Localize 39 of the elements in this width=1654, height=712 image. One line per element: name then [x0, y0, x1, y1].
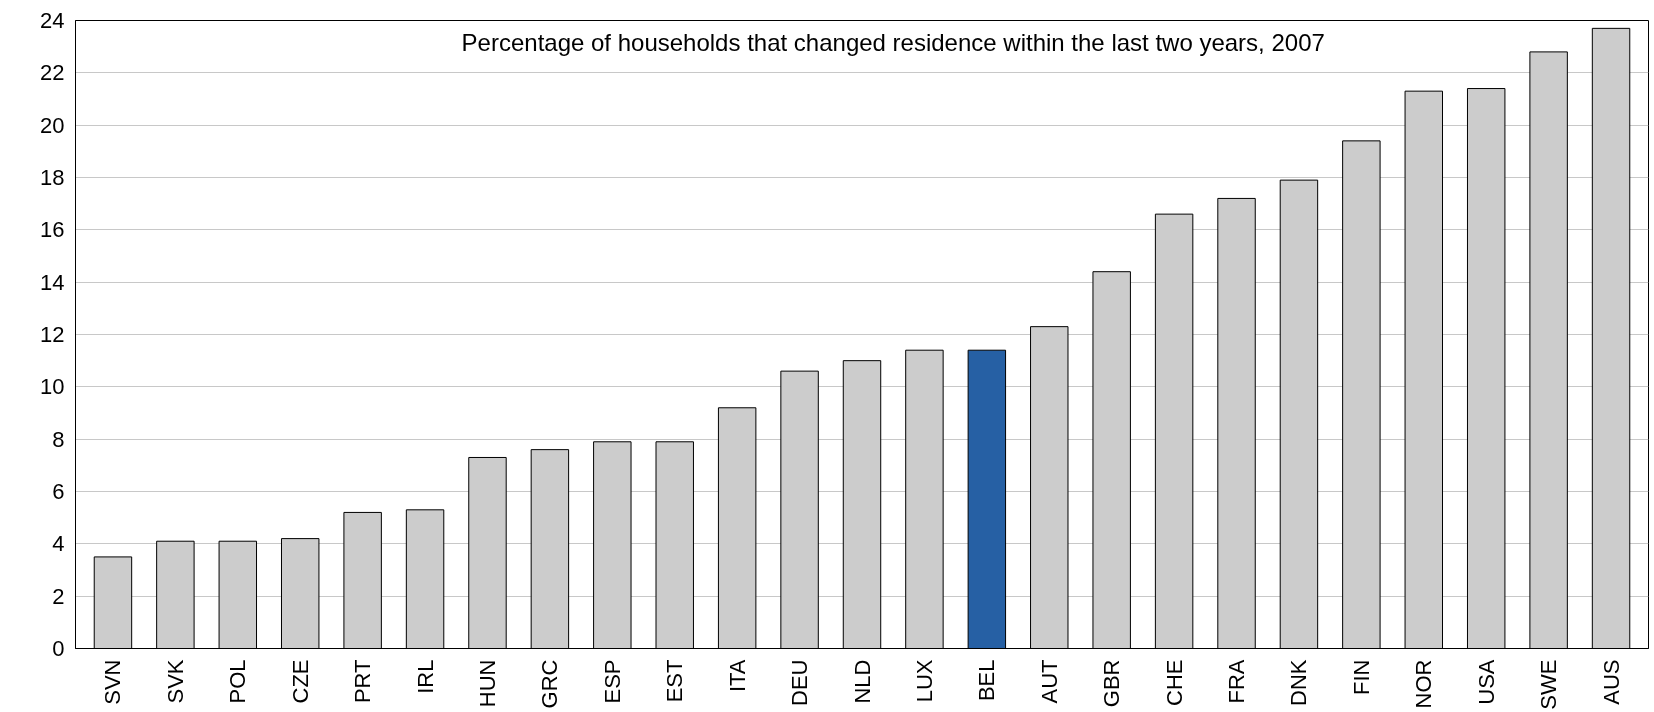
y-tick-label: 18: [40, 165, 65, 190]
x-tick-label: SWE: [1536, 659, 1562, 710]
x-tick-label: NLD: [849, 659, 875, 704]
x-tick-label: USA: [1473, 659, 1499, 705]
y-tick-label: 24: [40, 8, 65, 33]
x-tick-label: POL: [225, 659, 251, 704]
x-tick-label: FRA: [1224, 659, 1250, 704]
x-tick-label: DEU: [787, 659, 813, 706]
x-tick-label: ESP: [599, 659, 625, 704]
x-tick-label: BEL: [974, 659, 1000, 702]
x-tick-label: NOR: [1411, 659, 1437, 709]
y-tick-label: 0: [52, 636, 65, 661]
x-tick-label: LUX: [911, 659, 937, 703]
x-tick-label: AUS: [1598, 659, 1624, 705]
y-tick-label: 2: [52, 583, 65, 609]
chart-title: Percentage of households that changed residence within the last two years, 2007: [461, 28, 1325, 56]
y-tick-label: 20: [40, 112, 65, 138]
x-tick-label: SVK: [162, 659, 188, 704]
x-tick-label: AUT: [1036, 659, 1062, 704]
y-tick-label: 12: [40, 322, 65, 347]
x-tick-label: FIN: [1348, 659, 1374, 695]
x-tick-label: GRC: [537, 659, 563, 709]
y-tick-label: 8: [52, 426, 65, 452]
y-tick-label: 10: [40, 374, 65, 400]
y-tick-label: 4: [52, 531, 65, 557]
y-tick-label: 16: [40, 217, 65, 243]
y-tick-label: 22: [40, 60, 65, 86]
x-tick-label: HUN: [474, 659, 500, 708]
x-tick-label: SVN: [100, 659, 126, 705]
x-tick-label: PRT: [350, 659, 376, 704]
x-tick-label: CHE: [1161, 659, 1187, 706]
x-tick-label: GBR: [1099, 659, 1125, 708]
x-tick-label: ITA: [724, 659, 750, 693]
x-tick-label: IRL: [412, 659, 438, 694]
y-tick-label: 14: [40, 269, 65, 295]
x-tick-label: EST: [662, 659, 688, 703]
x-tick-label: DNK: [1286, 659, 1312, 706]
x-tick-label: CZE: [287, 659, 313, 704]
y-tick-label: 6: [52, 479, 65, 504]
